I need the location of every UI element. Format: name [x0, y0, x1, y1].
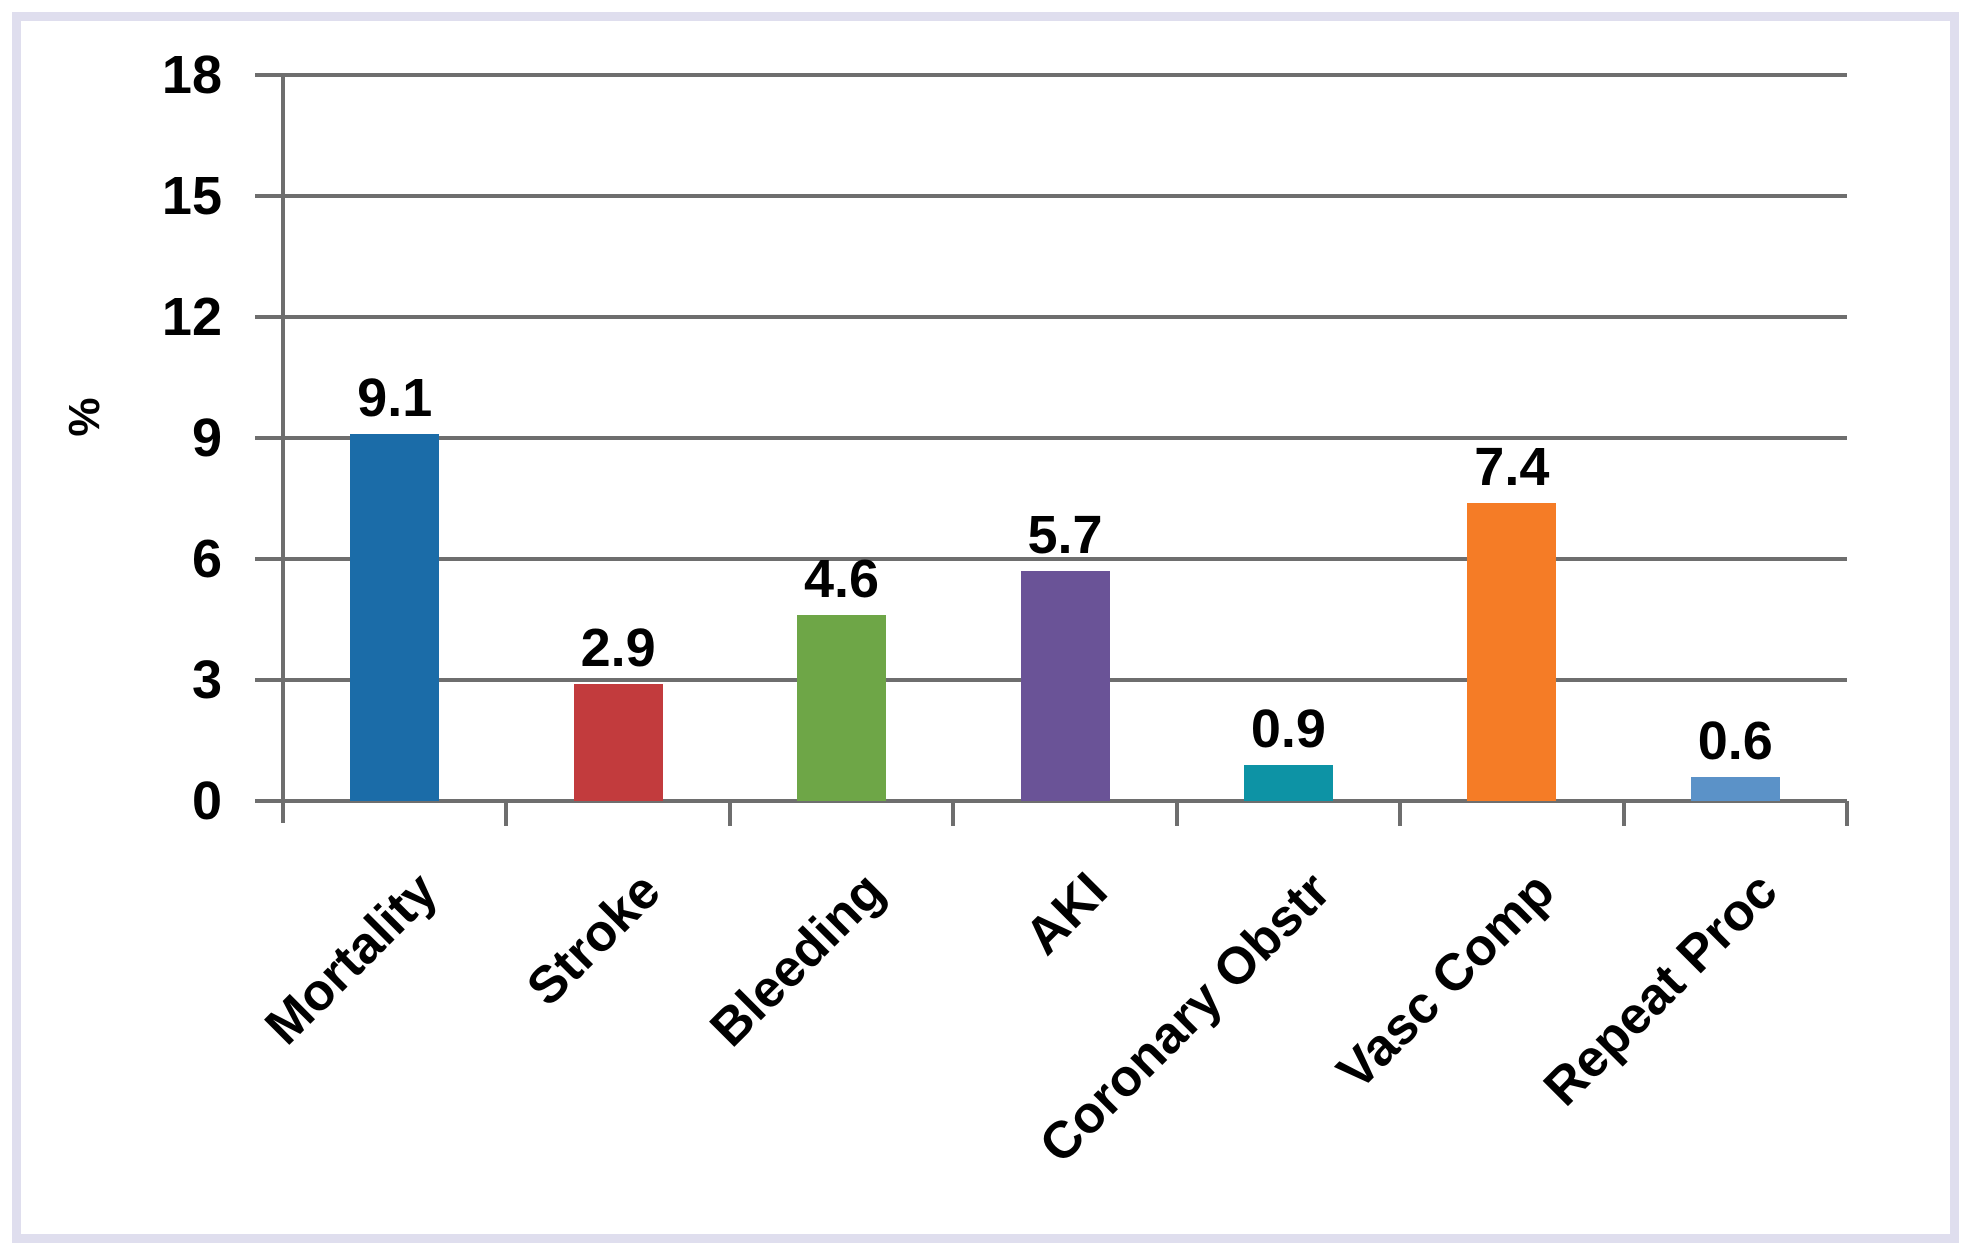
- figure-frame: [12, 12, 1959, 1243]
- gridline: [255, 436, 1847, 440]
- gridline: [255, 73, 1847, 77]
- y-tick-label: 3: [191, 650, 222, 710]
- bar-value-label: 4.6: [804, 549, 880, 610]
- x-axis-tick: [1845, 801, 1849, 826]
- x-axis-tick: [1174, 801, 1179, 826]
- x-axis-tick: [1621, 801, 1626, 826]
- bar: [350, 433, 440, 801]
- bar-value-label: 7.4: [1474, 436, 1550, 497]
- y-axis-line: [281, 73, 285, 823]
- bar: [1020, 571, 1110, 801]
- bar: [573, 684, 663, 801]
- x-axis-tick: [504, 801, 509, 826]
- gridline: [255, 194, 1847, 198]
- bar: [1690, 776, 1780, 801]
- bar-value-label: 2.9: [580, 618, 656, 679]
- y-tick-label: 15: [161, 166, 222, 226]
- y-tick-label: 9: [191, 408, 222, 468]
- gridline: [255, 315, 1847, 319]
- bar: [1243, 764, 1333, 801]
- gridline: [255, 557, 1847, 561]
- x-axis-tick: [1398, 801, 1403, 826]
- bar: [797, 615, 887, 801]
- y-tick-label: 0: [191, 771, 222, 831]
- y-tick-label: 6: [191, 529, 222, 589]
- y-tick-label: 12: [161, 287, 222, 347]
- y-tick-label: 18: [161, 45, 222, 105]
- bar-value-label: 0.9: [1250, 698, 1326, 759]
- bar-value-label: 0.6: [1697, 710, 1773, 771]
- bar-value-label: 5.7: [1027, 505, 1103, 566]
- bar: [1467, 502, 1557, 801]
- x-axis-tick: [951, 801, 956, 826]
- x-category-label: Mortality: [254, 861, 449, 1056]
- x-axis-tick: [727, 801, 732, 826]
- gridline: [255, 799, 1847, 803]
- bar-value-label: 9.1: [357, 367, 433, 428]
